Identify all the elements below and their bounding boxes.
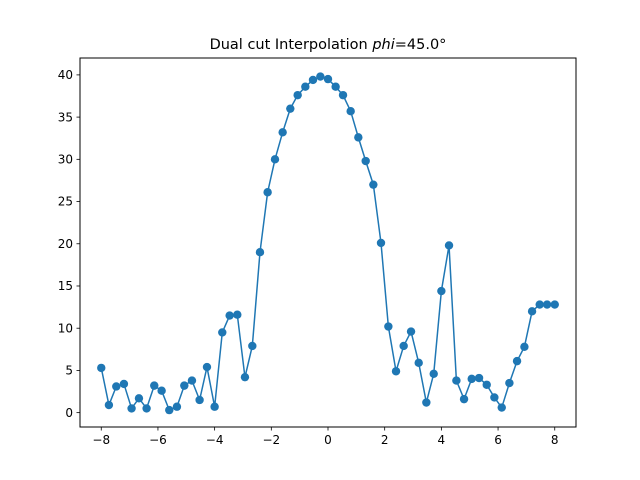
plot-area — [97, 72, 559, 415]
data-point — [180, 381, 189, 390]
data-point — [278, 128, 287, 137]
data-point — [512, 356, 522, 366]
x-tick-label: 6 — [494, 433, 502, 447]
x-tick-label: −4 — [206, 433, 224, 447]
data-point — [497, 403, 506, 412]
x-tick-label: 8 — [551, 433, 559, 447]
series-line — [100, 75, 555, 411]
data-point — [399, 341, 408, 351]
data-point — [134, 394, 144, 403]
data-point — [429, 369, 438, 379]
data-point — [195, 395, 204, 405]
data-point — [369, 180, 378, 189]
data-point — [218, 328, 227, 337]
data-point — [263, 188, 272, 197]
data-point — [527, 307, 537, 316]
data-point — [142, 404, 151, 413]
x-tick-label: 4 — [438, 433, 446, 447]
data-point — [210, 402, 219, 411]
data-point — [255, 248, 265, 257]
x-tick-label: −8 — [92, 433, 110, 447]
data-point — [308, 75, 318, 85]
x-tick-label: −2 — [262, 433, 280, 447]
data-point — [104, 400, 114, 410]
data-point — [150, 381, 159, 390]
data-point — [97, 363, 106, 373]
data-point — [127, 404, 136, 413]
data-point — [482, 380, 491, 389]
data-point — [422, 398, 431, 407]
data-point — [474, 373, 484, 383]
data-point — [119, 379, 129, 389]
data-point — [376, 238, 386, 248]
x-tick-label: 0 — [324, 433, 332, 447]
data-point — [187, 376, 197, 385]
data-point — [361, 156, 370, 166]
data-point — [293, 90, 302, 100]
data-point — [338, 90, 348, 100]
data-point — [233, 310, 242, 319]
x-tick-label: 2 — [381, 433, 389, 447]
data-point — [248, 341, 257, 351]
y-tick-label: 40 — [58, 68, 73, 82]
x-tick-label: −6 — [149, 433, 167, 447]
data-point — [157, 386, 166, 395]
y-tick-label: 25 — [58, 195, 73, 209]
data-point — [202, 362, 212, 372]
y-axis: 0 5 10 15 20 25 30 35 40 — [58, 68, 80, 420]
data-point — [286, 104, 295, 113]
data-point — [172, 402, 182, 411]
data-point — [384, 322, 393, 331]
data-point — [391, 367, 401, 376]
data-point — [165, 405, 174, 415]
y-tick-label: 10 — [58, 321, 73, 335]
chart-title-math: phi — [371, 37, 394, 53]
data-point — [520, 342, 529, 351]
chart-title-suffix: =45.0° — [395, 37, 447, 53]
data-point — [437, 286, 446, 296]
data-point — [542, 300, 552, 309]
data-point — [467, 374, 476, 384]
data-point — [414, 358, 423, 368]
chart-title: Dual cut Interpolation phi=45.0° — [210, 37, 447, 53]
data-point — [331, 82, 340, 91]
data-point — [535, 300, 544, 309]
chart-title-main: Dual cut Interpolation — [210, 37, 373, 53]
data-point — [452, 376, 461, 385]
data-point — [490, 393, 499, 402]
data-point — [323, 74, 333, 84]
axes-frame — [79, 57, 577, 428]
y-tick-label: 0 — [65, 406, 73, 420]
data-point — [505, 378, 514, 388]
data-point — [316, 72, 325, 81]
data-point — [444, 241, 454, 250]
data-point — [550, 300, 559, 309]
data-point — [459, 394, 469, 404]
data-point — [301, 82, 310, 91]
y-tick-label: 20 — [58, 237, 73, 251]
data-point — [240, 372, 250, 382]
data-point — [346, 106, 355, 116]
x-axis: −8 −6 −4 −2 0 2 4 6 8 — [92, 427, 559, 447]
data-point — [112, 382, 121, 391]
y-tick-label: 5 — [65, 364, 73, 378]
y-tick-label: 15 — [58, 279, 73, 293]
data-point — [406, 327, 416, 336]
y-tick-label: 30 — [58, 153, 73, 167]
y-tick-label: 35 — [58, 110, 73, 124]
data-point — [270, 155, 280, 164]
data-point — [225, 311, 234, 320]
data-point — [354, 133, 363, 142]
